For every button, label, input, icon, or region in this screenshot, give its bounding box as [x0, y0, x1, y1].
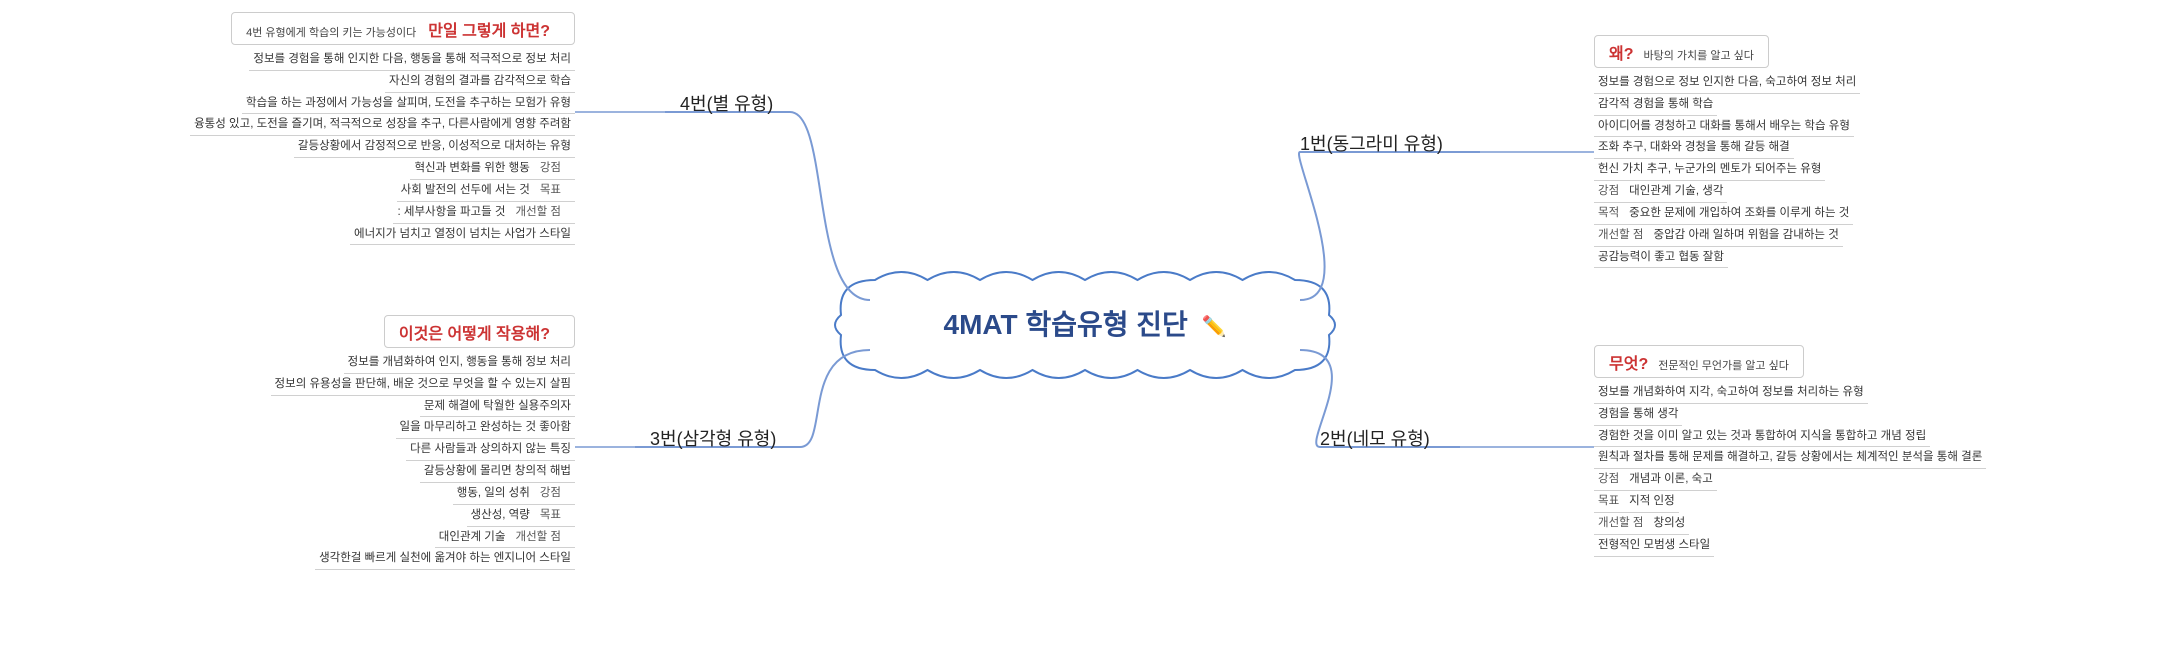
branch-item: 경험한 것을 이미 알고 있는 것과 통합하여 지식을 통합하고 개념 정립 — [1594, 426, 1930, 448]
branch-item: 목표지적 인정 — [1594, 491, 1679, 513]
branch-item: 갈등상황에 몰리면 창의적 해법 — [420, 461, 575, 483]
branch-item: 행동, 일의 성취강점 — [453, 483, 575, 505]
branch-item: 정보를 경험을 통해 인지한 다음, 행동을 통해 적극적으로 정보 처리 — [249, 49, 575, 71]
branch-item: 일을 마무리하고 완성하는 것 좋아함 — [396, 417, 575, 439]
branch-header-question: 무엇? — [1609, 356, 1648, 373]
branch-header-box: 4번 유형에게 학습의 키는 가능성이다 만일 그렇게 하면? — [231, 12, 575, 45]
branch-item-list: 정보를 개념화하여 지각, 숙고하여 정보를 처리하는 유형경험을 통해 생각경… — [1594, 382, 1986, 557]
branch-item: 정보의 유용성을 판단해, 배운 것으로 무엇을 할 수 있는지 살핌 — [271, 374, 575, 396]
branch-item: 개선할 점창의성 — [1594, 513, 1689, 535]
branch-header-subtitle: 전문적인 무언가를 알고 싶다 — [1658, 360, 1789, 372]
branch-item: 갈등상황에서 감정적으로 반응, 이성적으로 대처하는 유형 — [294, 136, 575, 158]
branch-1-details: 왜? 바탕의 가치를 알고 싶다정보를 경험으로 정보 인지한 다음, 숙고하여 … — [1594, 35, 1860, 268]
branch-item: 전형적인 모범생 스타일 — [1594, 535, 1714, 557]
branch-item: 학습을 하는 과정에서 가능성을 살피며, 도전을 추구하는 모험가 유형 — [242, 93, 575, 115]
branch-item: 정보를 개념화하여 지각, 숙고하여 정보를 처리하는 유형 — [1594, 382, 1868, 404]
branch-item: 다른 사람들과 상의하지 않는 특징 — [406, 439, 575, 461]
branch-item: 원칙과 절차를 통해 문제를 해결하고, 갈등 상황에서는 체계적인 분석을 통… — [1594, 447, 1986, 469]
branch-header-question: 만일 그렇게 하면? — [428, 23, 550, 40]
branch-item-list: 정보를 개념화하여 인지, 행동을 통해 정보 처리정보의 유용성을 판단해, … — [271, 352, 575, 570]
branch-item: 개선할 점중압감 아래 일하며 위험을 감내하는 것 — [1594, 225, 1843, 247]
branch-item: 에너지가 넘치고 열정이 넘치는 사업가 스타일 — [350, 224, 575, 246]
center-title: 4MAT 학습유형 진단 ✏️ — [840, 290, 1330, 360]
branch-item: 헌신 가치 추구, 누군가의 멘토가 되어주는 유형 — [1594, 159, 1825, 181]
center-title-text: 4MAT 학습유형 진단 — [944, 309, 1188, 340]
branch-header-question: 이것은 어떻게 작용해? — [399, 326, 550, 343]
branch-item: 공감능력이 좋고 협동 잘함 — [1594, 247, 1728, 269]
branch-item: : 세부사항을 파고들 것개선할 점 — [393, 202, 575, 224]
branch-item: 대인관계 기술개선할 점 — [435, 527, 575, 549]
branch-3-details: 이것은 어떻게 작용해? 정보를 개념화하여 인지, 행동을 통해 정보 처리정보… — [271, 315, 575, 570]
branch-item: 정보를 개념화하여 인지, 행동을 통해 정보 처리 — [344, 352, 575, 374]
branch-item: 혁신과 변화를 위한 행동강점 — [410, 158, 575, 180]
branch-item: 문제 해결에 탁월한 실용주의자 — [420, 396, 575, 418]
branch-header-box: 무엇? 전문적인 무언가를 알고 싶다 — [1594, 345, 1804, 378]
branch-2-details: 무엇? 전문적인 무언가를 알고 싶다정보를 개념화하여 지각, 숙고하여 정보를… — [1594, 345, 1986, 557]
branch-item: 감각적 경험을 통해 학습 — [1594, 94, 1717, 116]
branch-header-box: 왜? 바탕의 가치를 알고 싶다 — [1594, 35, 1769, 68]
pencil-icon: ✏️ — [1202, 292, 1227, 362]
branch-item-list: 정보를 경험을 통해 인지한 다음, 행동을 통해 적극적으로 정보 처리자신의… — [190, 49, 575, 245]
branch-item: 정보를 경험으로 정보 인지한 다음, 숙고하여 정보 처리 — [1594, 72, 1860, 94]
branch-item: 강점대인관계 기술, 생각 — [1594, 181, 1727, 203]
branch-item-list: 정보를 경험으로 정보 인지한 다음, 숙고하여 정보 처리감각적 경험을 통해… — [1594, 72, 1860, 268]
branch-item: 강점개념과 이론, 숙고 — [1594, 469, 1717, 491]
branch-item: 생각한걸 빠르게 실천에 옮겨야 하는 엔지니어 스타일 — [315, 548, 575, 570]
branch-2-label: 2번(네모 유형) — [1320, 425, 1430, 451]
branch-header-question: 왜? — [1609, 46, 1634, 63]
branch-item: 아이디어를 경청하고 대화를 통해서 배우는 학습 유형 — [1594, 116, 1854, 138]
branch-item: 경험을 통해 생각 — [1594, 404, 1682, 426]
branch-1-label: 1번(동그라미 유형) — [1300, 130, 1443, 156]
branch-4-details: 4번 유형에게 학습의 키는 가능성이다 만일 그렇게 하면? 정보를 경험을 통해… — [190, 12, 575, 245]
branch-4-label: 4번(별 유형) — [680, 90, 773, 116]
branch-item: 융통성 있고, 도전을 즐기며, 적극적으로 성장을 추구, 다른사람에게 영향… — [190, 114, 575, 136]
branch-item: 생산성, 역량목표 — [467, 505, 575, 527]
branch-item: 목적중요한 문제에 개입하여 조화를 이루게 하는 것 — [1594, 203, 1853, 225]
branch-header-box: 이것은 어떻게 작용해? — [384, 315, 575, 348]
branch-item: 조화 추구, 대화와 경청을 통해 갈등 해결 — [1594, 137, 1794, 159]
branch-3-label: 3번(삼각형 유형) — [650, 425, 776, 451]
branch-item: 자신의 경험의 결과를 감각적으로 학습 — [385, 71, 575, 93]
branch-header-subtitle: 바탕의 가치를 알고 싶다 — [1644, 50, 1754, 62]
branch-item: 사회 발전의 선두에 서는 것목표 — [397, 180, 575, 202]
branch-header-pre: 4번 유형에게 학습의 키는 가능성이다 — [246, 27, 416, 39]
